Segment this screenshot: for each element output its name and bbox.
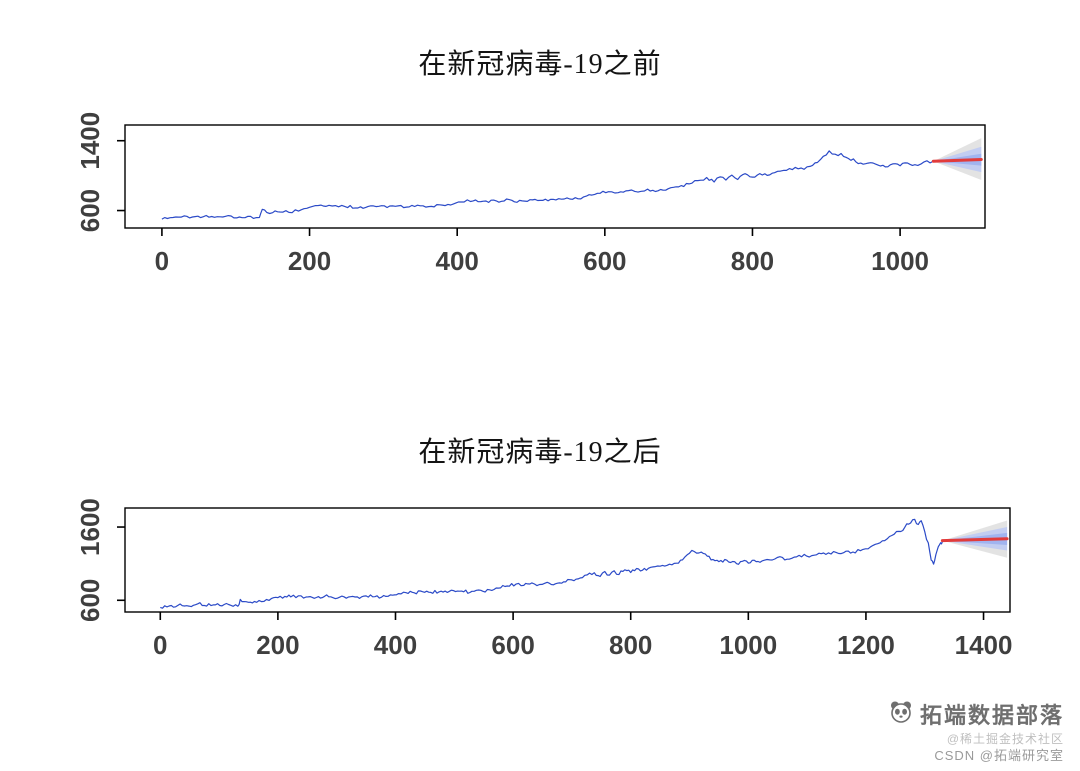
- x-tick-label: 1000: [719, 630, 777, 660]
- plot-box: [124, 124, 986, 229]
- x-tick-label: 1000: [871, 246, 929, 276]
- watermark-brand-text: 拓端数据部落: [919, 702, 1064, 728]
- series-line: [160, 518, 943, 609]
- x-tick-label: 400: [435, 246, 478, 276]
- forecast-line: [931, 157, 983, 163]
- y-tick-label: 1600: [75, 498, 105, 556]
- x-tick-label: 0: [155, 246, 169, 276]
- y-tick-label: 1400: [75, 112, 105, 170]
- watermark: 拓端数据部落 @稀土掘金技术社区 CSDN @拓端研究室: [888, 700, 1064, 764]
- x-tick-label: 1400: [955, 630, 1013, 660]
- watermark-brand-row: 拓端数据部落: [888, 700, 1064, 731]
- watermark-juejin-text: @稀土掘金技术社区: [946, 731, 1064, 746]
- x-tick-label: 600: [491, 630, 534, 660]
- panda-icon: [888, 700, 914, 731]
- forecast-line: [940, 537, 1009, 543]
- series-line: [161, 150, 934, 220]
- x-tick-label: 200: [288, 246, 331, 276]
- x-tick-label: 800: [731, 246, 774, 276]
- chart-before-covid: 0 200 400 600 800 1000 600 1400: [75, 112, 986, 276]
- y-tick-label: 600: [75, 579, 105, 622]
- x-tick-label: 400: [374, 630, 417, 660]
- plot-box: [124, 507, 1011, 613]
- watermark-csdn-text: CSDN @拓端研究室: [934, 747, 1064, 763]
- chart-title-before-covid: 在新冠病毒-19之前: [418, 49, 662, 80]
- x-tick-label: 200: [256, 630, 299, 660]
- x-tick-label: 800: [609, 630, 652, 660]
- x-tick-label: 1200: [837, 630, 895, 660]
- chart-after-covid: 0 200 400 600 800 1000 1200 1400 600 1600: [75, 498, 1013, 660]
- x-tick-label: 600: [583, 246, 626, 276]
- y-tick-label: 600: [75, 189, 105, 232]
- x-tick-label: 0: [153, 630, 167, 660]
- chart-title-after-covid: 在新冠病毒-19之后: [418, 437, 662, 468]
